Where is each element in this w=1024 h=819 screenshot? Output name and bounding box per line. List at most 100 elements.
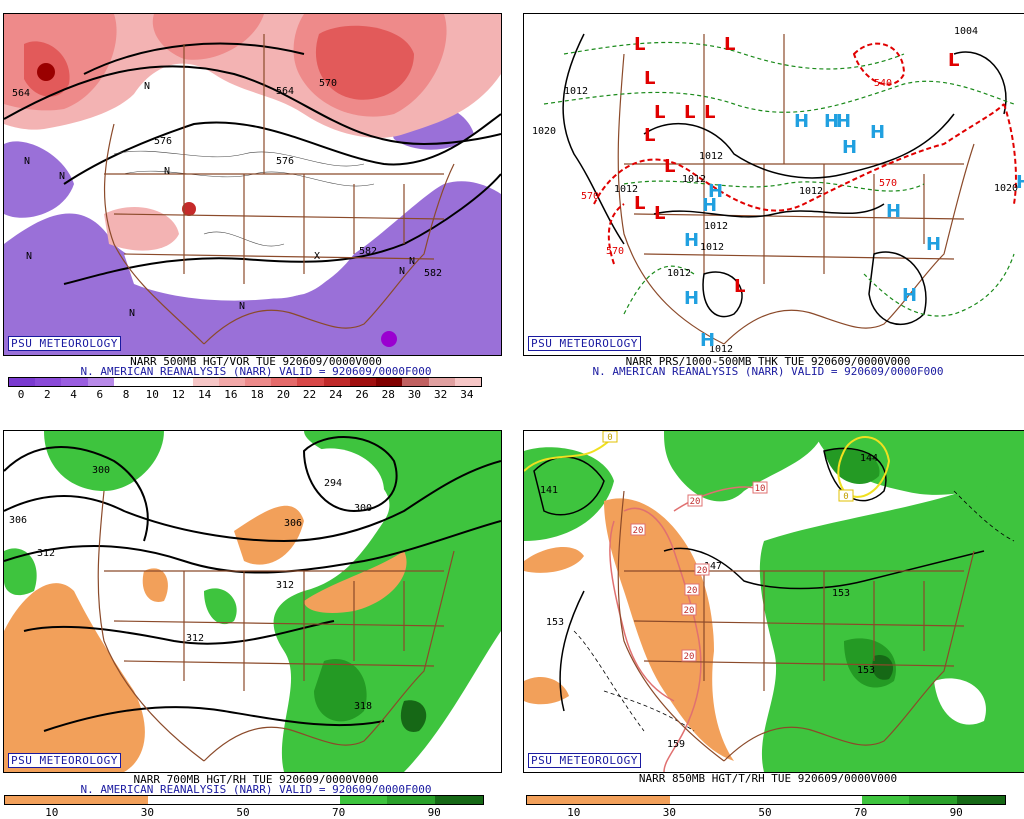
rh-colorbar	[4, 795, 484, 805]
pressure-label: 1012	[704, 221, 728, 232]
contour-labels: 564 576 582 582 564 570 576	[12, 78, 442, 279]
colorbar-swatch	[402, 378, 429, 386]
colorbar-swatch	[861, 796, 910, 804]
vort-marker: N	[24, 156, 30, 167]
pressure-labels: 1012 1020 1012 1012 1012 1012 1012 1012 …	[532, 26, 1018, 355]
colorbar-tick-label: 10	[145, 388, 159, 401]
colorbar-swatch	[9, 378, 36, 386]
colorbar-tick-label: 6	[96, 388, 104, 401]
political-borders	[97, 490, 455, 762]
colorbar-tick-label: 90	[427, 806, 441, 819]
vorticity-colorbar	[8, 377, 482, 387]
temperature-tag: 20	[690, 497, 701, 507]
temperature-contours	[573, 490, 1015, 732]
contour-label: 564	[276, 86, 294, 97]
temperature-tag: 20	[697, 566, 708, 576]
political-borders	[617, 34, 975, 345]
map-graphic: 300 306 312 294 300 306 312 312 318	[4, 431, 501, 772]
contour-label: 300	[92, 465, 110, 476]
temperature-tag-box	[681, 649, 697, 662]
colorbar-swatch	[454, 378, 481, 386]
colorbar-tick-label: 32	[434, 388, 448, 401]
low-pressure-symbol: L	[654, 102, 665, 123]
moist-region	[872, 655, 894, 680]
colorbar-tick-label: 18	[250, 388, 264, 401]
contour-label: 312	[37, 548, 55, 559]
thickness-contours-green	[543, 41, 1015, 317]
colorbar-swatch	[387, 796, 436, 804]
temperature-tag: 0	[607, 433, 612, 443]
vort-marker: N	[129, 308, 135, 319]
contour-label: 312	[276, 580, 294, 591]
low-pressure-symbol: L	[684, 102, 695, 123]
moist-region	[934, 678, 986, 725]
temperature-tag-box	[752, 481, 768, 494]
colorbar-tick-label: 0	[17, 388, 25, 401]
psu-meteorology-badge: PSU METEOROLOGY	[8, 753, 121, 768]
colorbar-tick-label: 30	[662, 806, 677, 819]
vorticity-max	[182, 202, 196, 216]
panel-700mb-rh: 300 306 312 294 300 306 312 312 318 PSU …	[0, 413, 512, 819]
moist-region	[204, 588, 237, 625]
panel-caption: NARR PRS/1000-500MB THK TUE 920609/0000V…	[625, 355, 911, 368]
colorbar-tick-label: 22	[302, 388, 317, 401]
low-pressure-symbol: L	[654, 203, 665, 224]
thickness-labels: 570 570 540 570	[581, 78, 897, 257]
contour-label: 144	[860, 453, 878, 464]
pressure-label: 1020	[532, 126, 556, 137]
dry-region	[4, 583, 145, 772]
colorbar-swatch	[909, 796, 958, 804]
pressure-label: 1012	[667, 268, 691, 279]
colorbar-tick-label: 34	[460, 388, 474, 401]
high-pressure-symbol: H	[794, 111, 809, 132]
panel-caption: NARR 850MB HGT/T/RH TUE 920609/0000V000	[638, 772, 898, 785]
pressure-label: 1012	[564, 86, 588, 97]
pressure-label: 1012	[699, 151, 723, 162]
high-pressure-symbol: H	[700, 330, 715, 351]
map-graphic: 141 144 147 153 153 153 159 202020202020…	[524, 431, 1024, 772]
low-pressure-symbol: L	[724, 34, 735, 55]
colorbar-swatch	[376, 378, 403, 386]
panel-valid-caption: N. AMERICAN REANALYSIS (NARR) VALID = 92…	[592, 365, 944, 378]
low-pressure-symbol: L	[948, 50, 959, 71]
contour-label: 312	[186, 633, 204, 644]
high-pressure-symbol: H	[836, 111, 851, 132]
high-pressure-symbol: H	[926, 234, 941, 255]
political-borders	[617, 490, 975, 762]
dry-region	[142, 568, 168, 602]
contour-label: 576	[276, 156, 294, 167]
moist-region	[524, 447, 614, 541]
vort-marker: N	[239, 301, 245, 312]
colorbar-tick-label: 28	[381, 388, 395, 401]
moist-region	[664, 431, 824, 502]
contour-label: 300	[354, 503, 372, 514]
panel-500mb-vorticity: 564 576 582 582 564 570 576 N N N N N N …	[0, 0, 512, 406]
high-pressure-symbol: H	[870, 122, 885, 143]
panel-pressure-thickness: 1012 1020 1012 1012 1012 1012 1012 1012 …	[512, 0, 1024, 406]
vort-marker: N	[144, 81, 150, 92]
colorbar-tick-label: 12	[171, 388, 186, 401]
moist-region	[4, 548, 37, 596]
temperature-tag: 10	[755, 484, 766, 494]
map-graphic: 1012 1020 1012 1012 1012 1012 1012 1012 …	[532, 26, 1024, 355]
colorbar-swatch	[957, 796, 1005, 804]
contour-label: 141	[540, 485, 558, 496]
moist-region	[44, 431, 164, 491]
psu-meteorology-badge: PSU METEOROLOGY	[8, 336, 121, 351]
low-pressure-symbol: L	[644, 68, 655, 89]
colorbar-swatch	[35, 378, 62, 386]
colorbar-tick-label: 90	[949, 806, 963, 819]
vort-marker: N	[59, 171, 65, 182]
pressure-label: 1012	[709, 344, 733, 355]
contour-label: 306	[9, 515, 27, 526]
high-pressure-symbol: H	[902, 285, 917, 306]
contour-label: 582	[359, 246, 377, 257]
colorbar-tick-label: 14	[198, 388, 212, 401]
contour-label: 318	[354, 701, 372, 712]
thickness-contours-red	[593, 42, 1017, 265]
colorbar-tick-label: 10	[567, 806, 581, 819]
height-contours	[4, 42, 501, 285]
colorbar-swatch	[428, 378, 455, 386]
temperature-tag-box	[630, 523, 646, 536]
vort-marker: N	[409, 256, 415, 267]
